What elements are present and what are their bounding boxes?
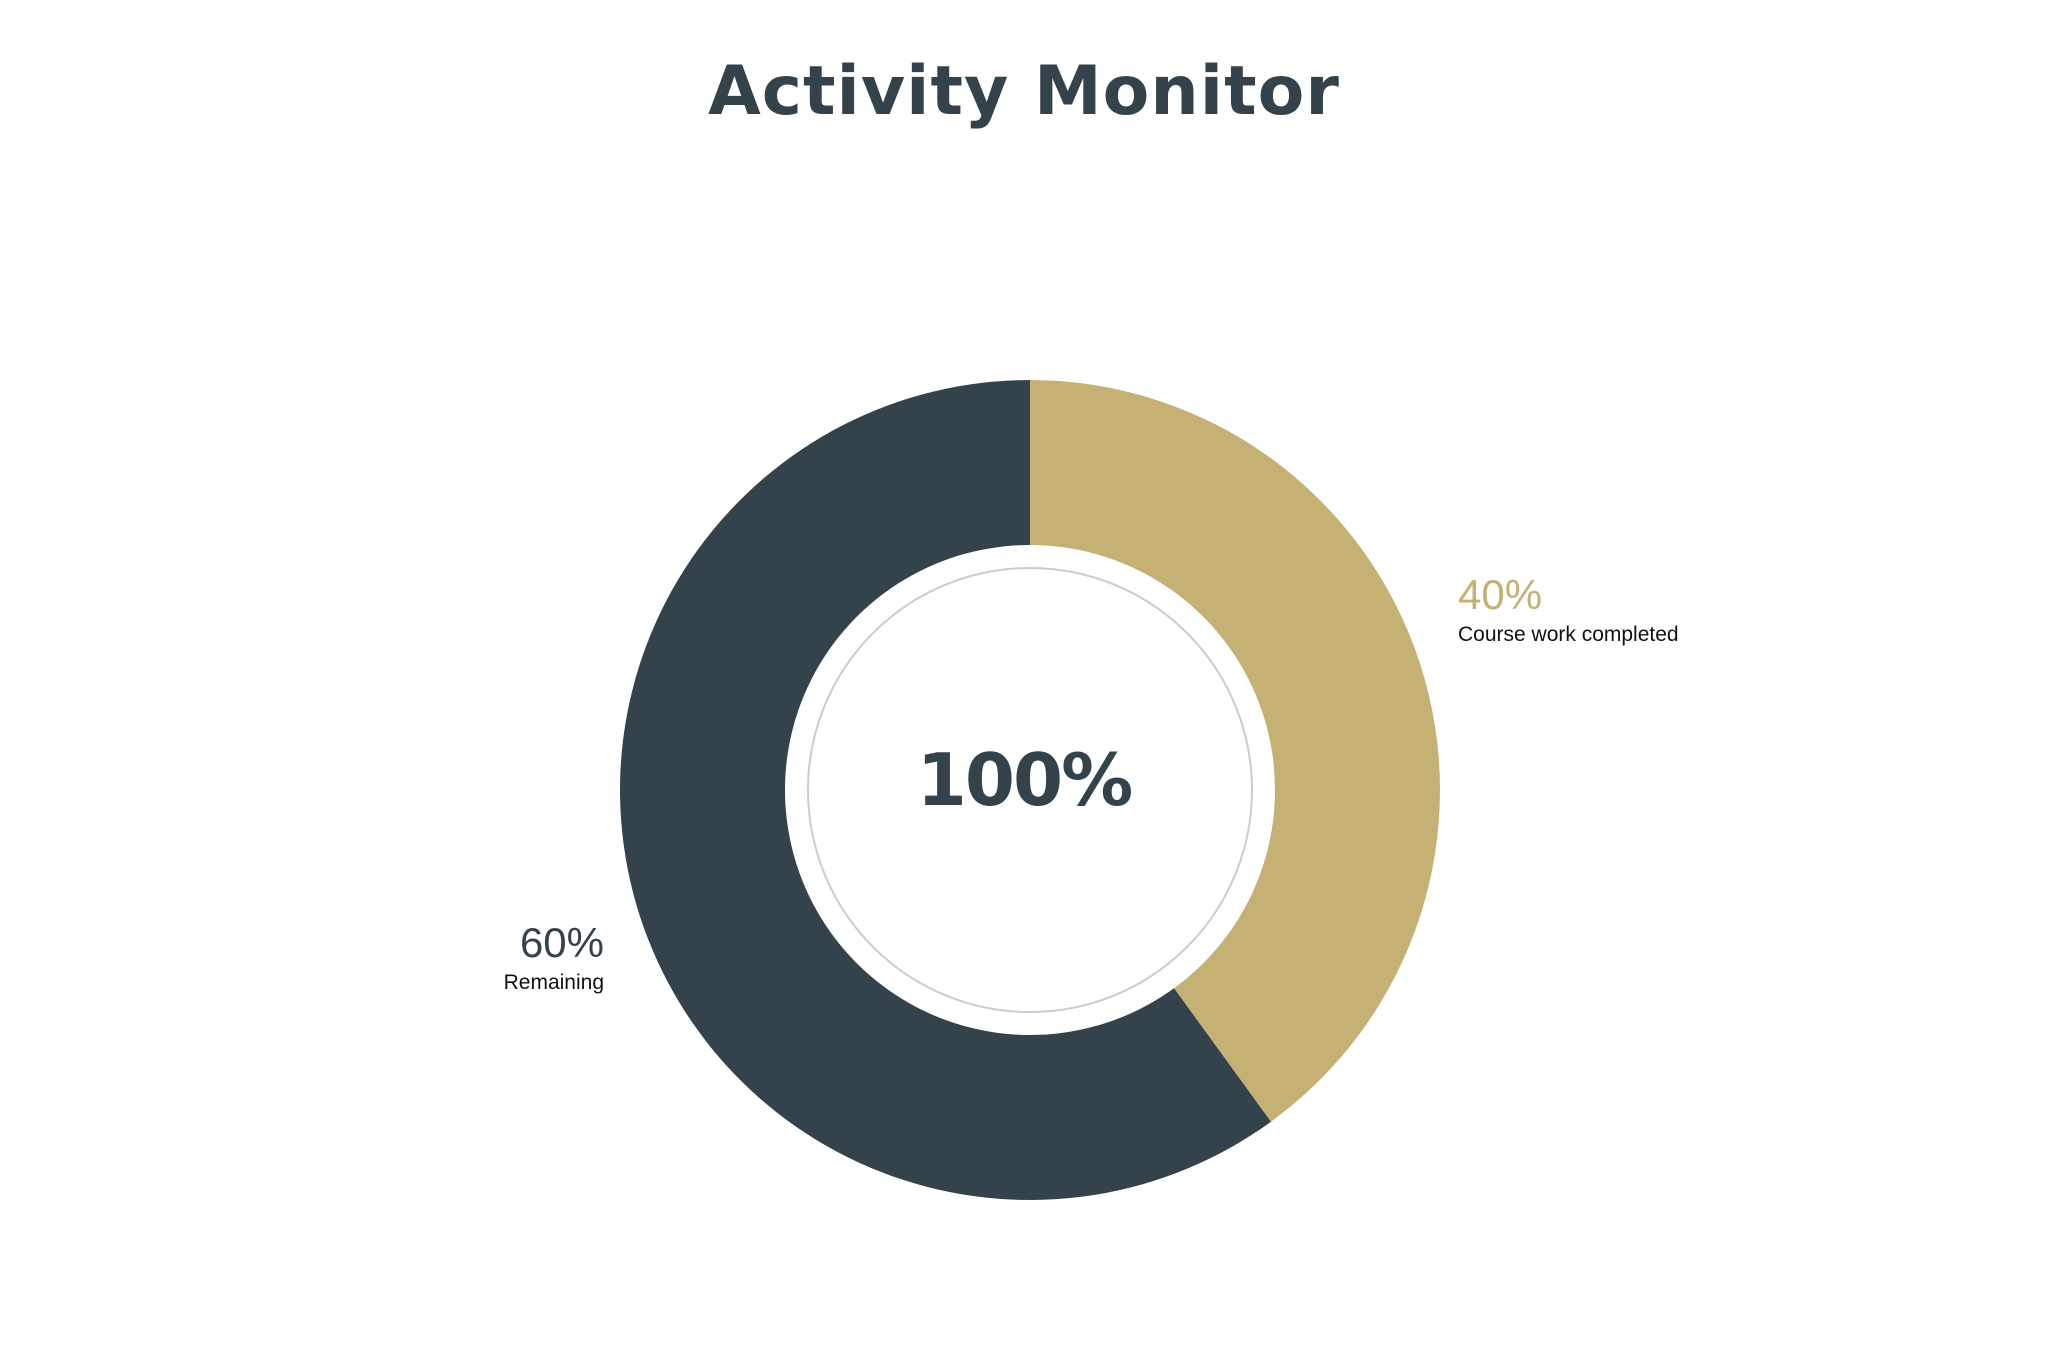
slice-percent-remaining: 60%	[519, 919, 604, 966]
slice-percent-completed: 40%	[1458, 571, 1543, 618]
slice-description-remaining: Remaining	[503, 971, 604, 994]
inner-ring	[807, 567, 1253, 1013]
center-total-label: 100%	[916, 738, 1133, 822]
slice-label-remaining: 60% Remaining	[440, 920, 604, 996]
chart-title: Activity Monitor	[708, 52, 1340, 131]
donut-slice-remaining	[619, 380, 1271, 1201]
slice-label-completed: 40% Course work completed	[1458, 572, 1679, 648]
donut-slices	[619, 380, 1440, 1201]
donut-slice-course-work-completed	[1030, 380, 1440, 1122]
slice-description-completed: Course work completed	[1458, 623, 1679, 646]
